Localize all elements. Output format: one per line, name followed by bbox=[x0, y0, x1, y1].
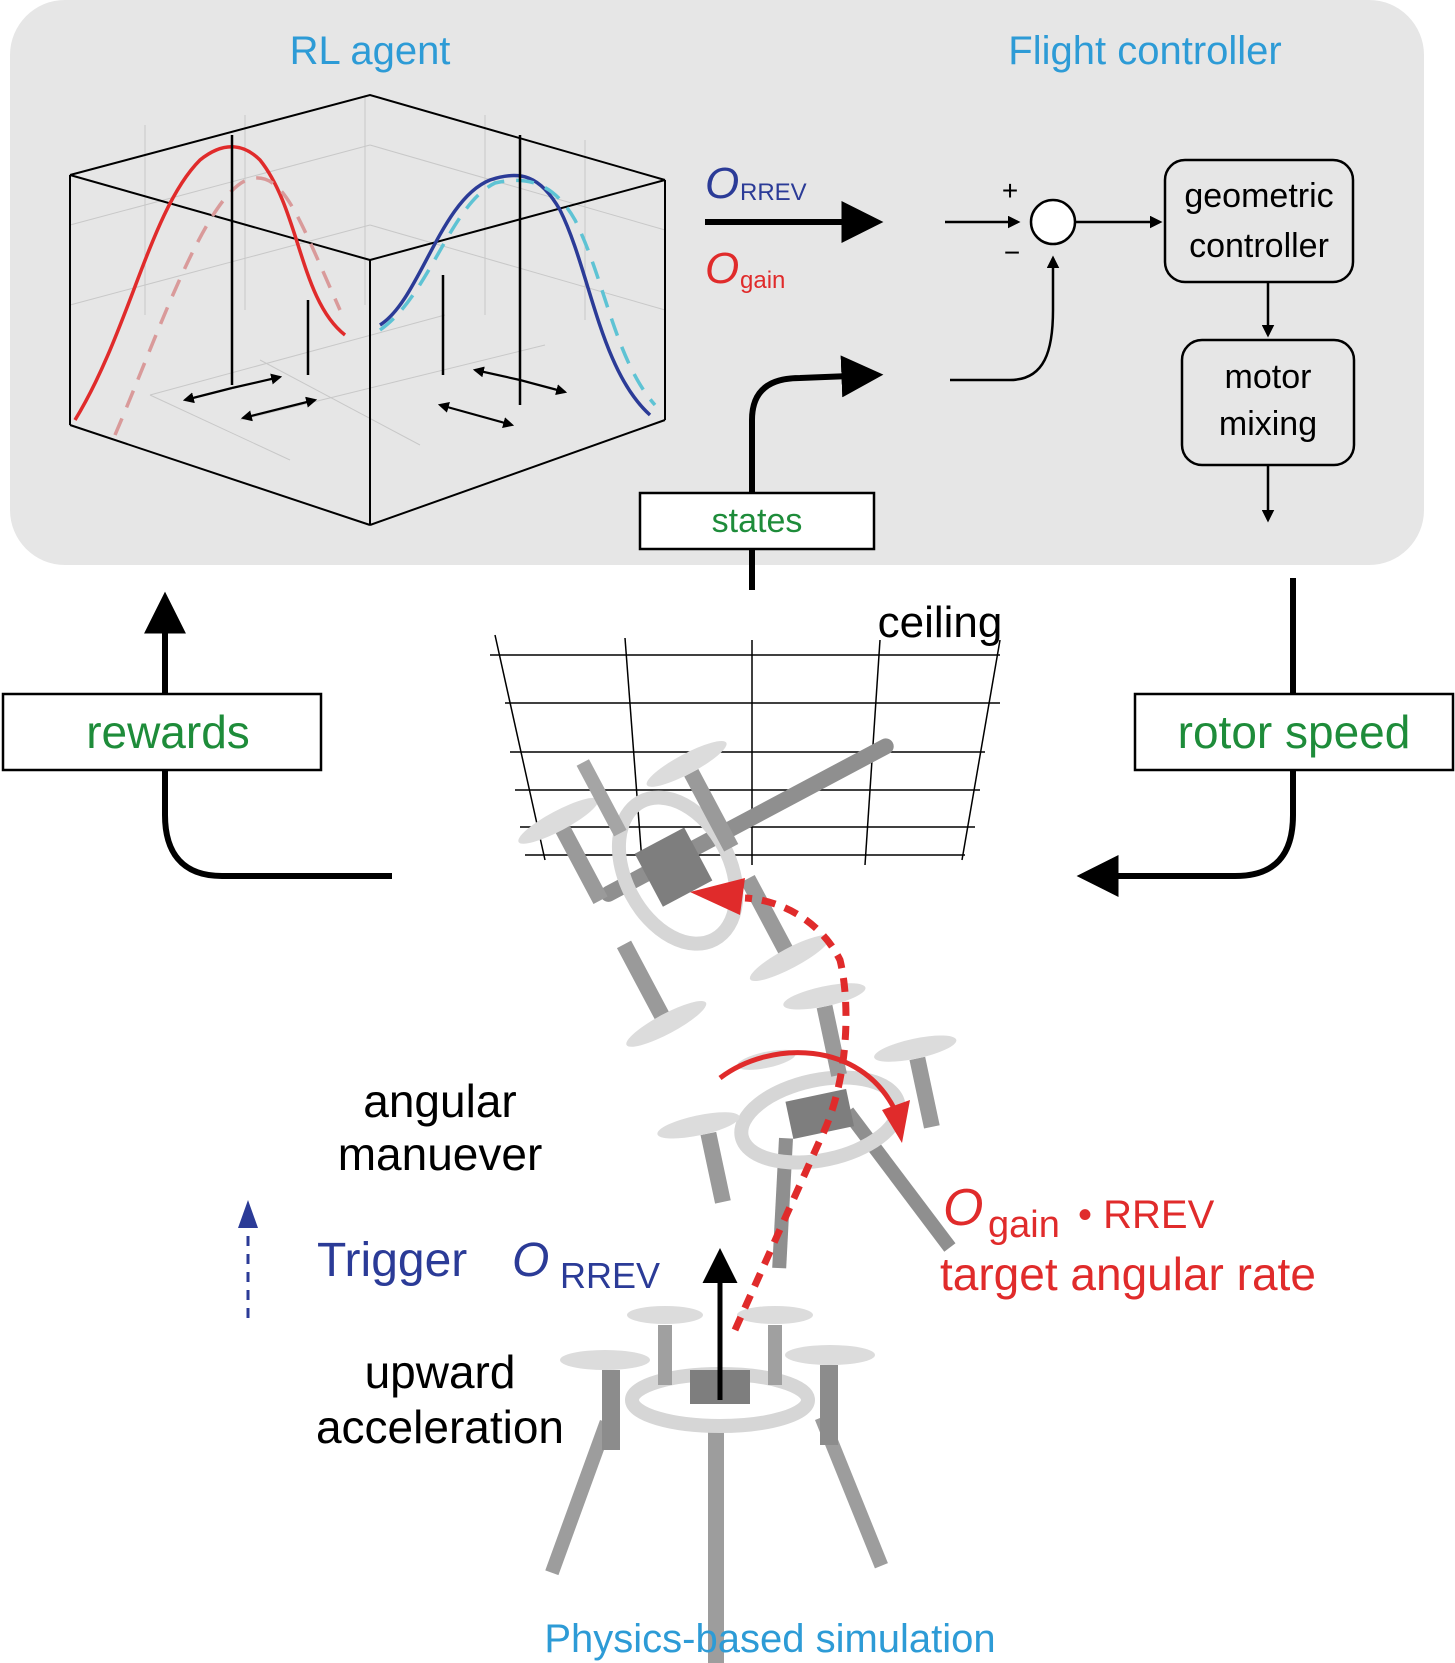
motor-mixing-label-2: mixing bbox=[1219, 405, 1317, 443]
blue-policy-curve bbox=[379, 173, 652, 417]
cyan-dashed-curve bbox=[378, 178, 657, 407]
o-gain-symbol: O bbox=[705, 244, 739, 293]
ceiling-grid bbox=[490, 634, 1001, 866]
rotor-speed-label: rotor speed bbox=[1178, 706, 1411, 758]
angular-maneuver-label-1: angular bbox=[363, 1075, 516, 1127]
states-arrow bbox=[749, 355, 884, 590]
angular-maneuver-label-2: manuever bbox=[338, 1128, 543, 1180]
plus-sign: + bbox=[1002, 175, 1018, 206]
trigger-subscript: RREV bbox=[560, 1255, 660, 1296]
geometric-controller-label-1: geometric bbox=[1184, 177, 1333, 215]
control-panel bbox=[10, 0, 1424, 565]
geometric-controller-box bbox=[1163, 158, 1355, 284]
trigger-o-symbol: O bbox=[512, 1234, 549, 1287]
rewards-box bbox=[1, 692, 323, 772]
faded-red-curve bbox=[113, 176, 342, 436]
red-policy-curve bbox=[73, 145, 347, 421]
drone-takeoff bbox=[545, 1306, 888, 1663]
states-label: states bbox=[712, 502, 803, 540]
rl-policy-plot bbox=[69, 93, 666, 526]
rewards-label: rewards bbox=[86, 706, 250, 758]
states-box bbox=[638, 491, 876, 551]
rotation-arrow bbox=[718, 1050, 898, 1112]
minus-sign: − bbox=[1004, 237, 1020, 268]
flight-controller-title: Flight controller bbox=[1008, 29, 1281, 73]
trajectory-arrowhead bbox=[690, 878, 745, 915]
target-rrev: • RREV bbox=[1078, 1193, 1215, 1237]
trigger-label: Trigger bbox=[317, 1234, 467, 1287]
motor-mixing-label-1: motor bbox=[1225, 358, 1312, 396]
geometric-controller-label-2: controller bbox=[1189, 227, 1329, 265]
target-angular-rate-label: target angular rate bbox=[940, 1248, 1316, 1300]
target-o-symbol: O bbox=[943, 1179, 983, 1237]
rewards-arrow bbox=[144, 591, 392, 879]
o-rrev-symbol: O bbox=[705, 159, 739, 208]
rotor-speed-arrow bbox=[1076, 578, 1296, 897]
flip-trajectory-dashed bbox=[731, 894, 850, 1332]
upward-label-2: acceleration bbox=[316, 1401, 564, 1453]
summing-junction bbox=[1029, 198, 1077, 246]
target-subscript: gain bbox=[988, 1204, 1060, 1246]
rl-agent-title: RL agent bbox=[290, 29, 451, 73]
drone-perched bbox=[518, 738, 894, 1047]
o-rrev-subscript: RREV bbox=[740, 179, 807, 206]
upward-label-1: upward bbox=[365, 1346, 516, 1398]
rotor-speed-box bbox=[1133, 692, 1455, 772]
physics-simulation-caption: Physics-based simulation bbox=[544, 1617, 995, 1661]
ceiling-label: ceiling bbox=[878, 598, 1003, 647]
o-gain-subscript: gain bbox=[740, 267, 785, 294]
